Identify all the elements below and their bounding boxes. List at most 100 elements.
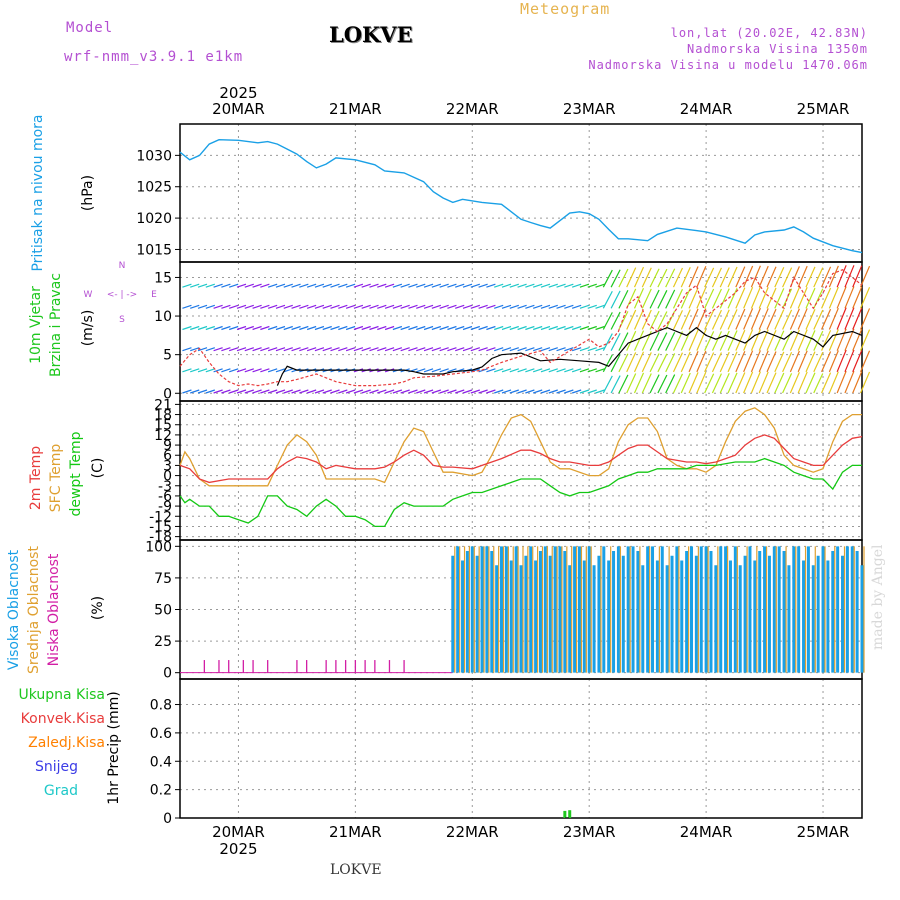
wind-barb [462, 304, 473, 309]
wind-barb [579, 283, 590, 288]
wind-barb [400, 304, 410, 309]
wind-barb [711, 309, 722, 330]
wind-barb [649, 289, 660, 309]
wind-barb [205, 389, 216, 394]
wind-barb [423, 389, 434, 394]
wind-barb [719, 373, 730, 394]
credit-watermark: made by Angel [870, 544, 886, 651]
wind-barb [400, 283, 410, 288]
wind-barb [641, 373, 652, 394]
wind-barb [205, 347, 216, 352]
wind-barb [291, 325, 301, 331]
wind-barb [626, 288, 637, 309]
wind-barb [213, 283, 223, 288]
wind-barb [322, 283, 332, 288]
wind-barb [836, 307, 847, 330]
top-date-label: 21MAR [329, 100, 382, 118]
wind-barb [392, 325, 403, 331]
wind-barb [595, 389, 605, 394]
y-tick-label: 3 [163, 458, 172, 474]
wind-barb [774, 266, 785, 288]
wind-barb [797, 265, 808, 288]
wind-barb [369, 325, 379, 331]
wind-barb [532, 283, 543, 288]
wind-barb [626, 330, 637, 351]
wind-barb [852, 350, 863, 373]
wind-barb [314, 347, 325, 352]
wind-legend-south: S [119, 315, 125, 325]
wind-barb [595, 283, 605, 288]
wind-barb [610, 332, 621, 351]
wind-barb [649, 353, 660, 373]
wind-barb [579, 347, 590, 352]
wind-barb [455, 304, 465, 309]
wind-barb [579, 304, 590, 309]
wind-barb [197, 347, 208, 352]
wind-barb [361, 347, 371, 352]
wind-barb [618, 332, 629, 351]
wind-barb [579, 325, 590, 331]
wind-barb [844, 265, 855, 288]
wind-barb [564, 283, 574, 288]
wind-barb [828, 307, 839, 330]
wind-barb [501, 304, 512, 309]
wind-barb [719, 309, 730, 330]
wind-barb [392, 283, 403, 288]
wind-barb [766, 330, 777, 351]
wind-barb [205, 368, 216, 373]
bottom-date-label: 24MAR [680, 823, 733, 841]
wind-barb [478, 368, 488, 373]
top-date-label: 23MAR [563, 100, 616, 118]
wind-barb [774, 372, 785, 394]
wind-barb [190, 304, 200, 309]
panel-frame [179, 123, 863, 263]
wind-barb [252, 389, 262, 394]
y-tick-label: 5 [163, 348, 172, 364]
precip-legend-item: Zaledj.Kisa [28, 735, 105, 751]
wind-barb [758, 265, 769, 288]
wind-barb [633, 288, 645, 309]
wind-barb [494, 325, 504, 331]
wind-barb [213, 347, 223, 352]
wind-barb [236, 283, 247, 288]
wind-barb [260, 368, 270, 373]
wind-barb [595, 368, 605, 373]
wind-barb [439, 304, 449, 309]
wind-barb [470, 347, 481, 352]
wind-barb [789, 371, 800, 394]
wind-barb [657, 332, 668, 351]
wind-barb [844, 286, 855, 309]
wind-barb [408, 389, 418, 394]
wind-barb [735, 329, 746, 351]
wind-barb [813, 267, 824, 288]
wind-barb [633, 372, 645, 394]
wind-barb [813, 288, 824, 309]
wind-barb [322, 347, 332, 352]
wind-barb [408, 304, 418, 309]
wind-barb [665, 374, 676, 394]
wind-barb [369, 347, 379, 352]
wind-barb [540, 368, 551, 373]
top-date-label: 25MAR [797, 100, 850, 118]
precip-axis-label: 1hr Precip (mm) [106, 691, 122, 804]
wind-barb [587, 347, 597, 352]
wind-barb [377, 325, 387, 331]
wind-barb [423, 368, 434, 373]
wind-barb [267, 368, 278, 373]
wind-barb [501, 325, 512, 331]
wind-barb [509, 283, 519, 288]
wind-barb [789, 308, 800, 330]
precip-legend-item: Ukupna Kisa [18, 687, 105, 703]
wind-barb [626, 373, 637, 394]
y-tick-label: 0 [163, 666, 172, 682]
wind-barb [384, 389, 395, 394]
wind-barb [190, 389, 200, 394]
wind-barb [462, 389, 473, 394]
wind-barb [564, 389, 574, 394]
wind-barb [704, 288, 715, 309]
wind-barb [345, 389, 356, 394]
wind-barb [221, 325, 231, 331]
wind-barb [532, 347, 543, 352]
wind-barb [306, 347, 317, 352]
wind-barb [213, 368, 223, 373]
